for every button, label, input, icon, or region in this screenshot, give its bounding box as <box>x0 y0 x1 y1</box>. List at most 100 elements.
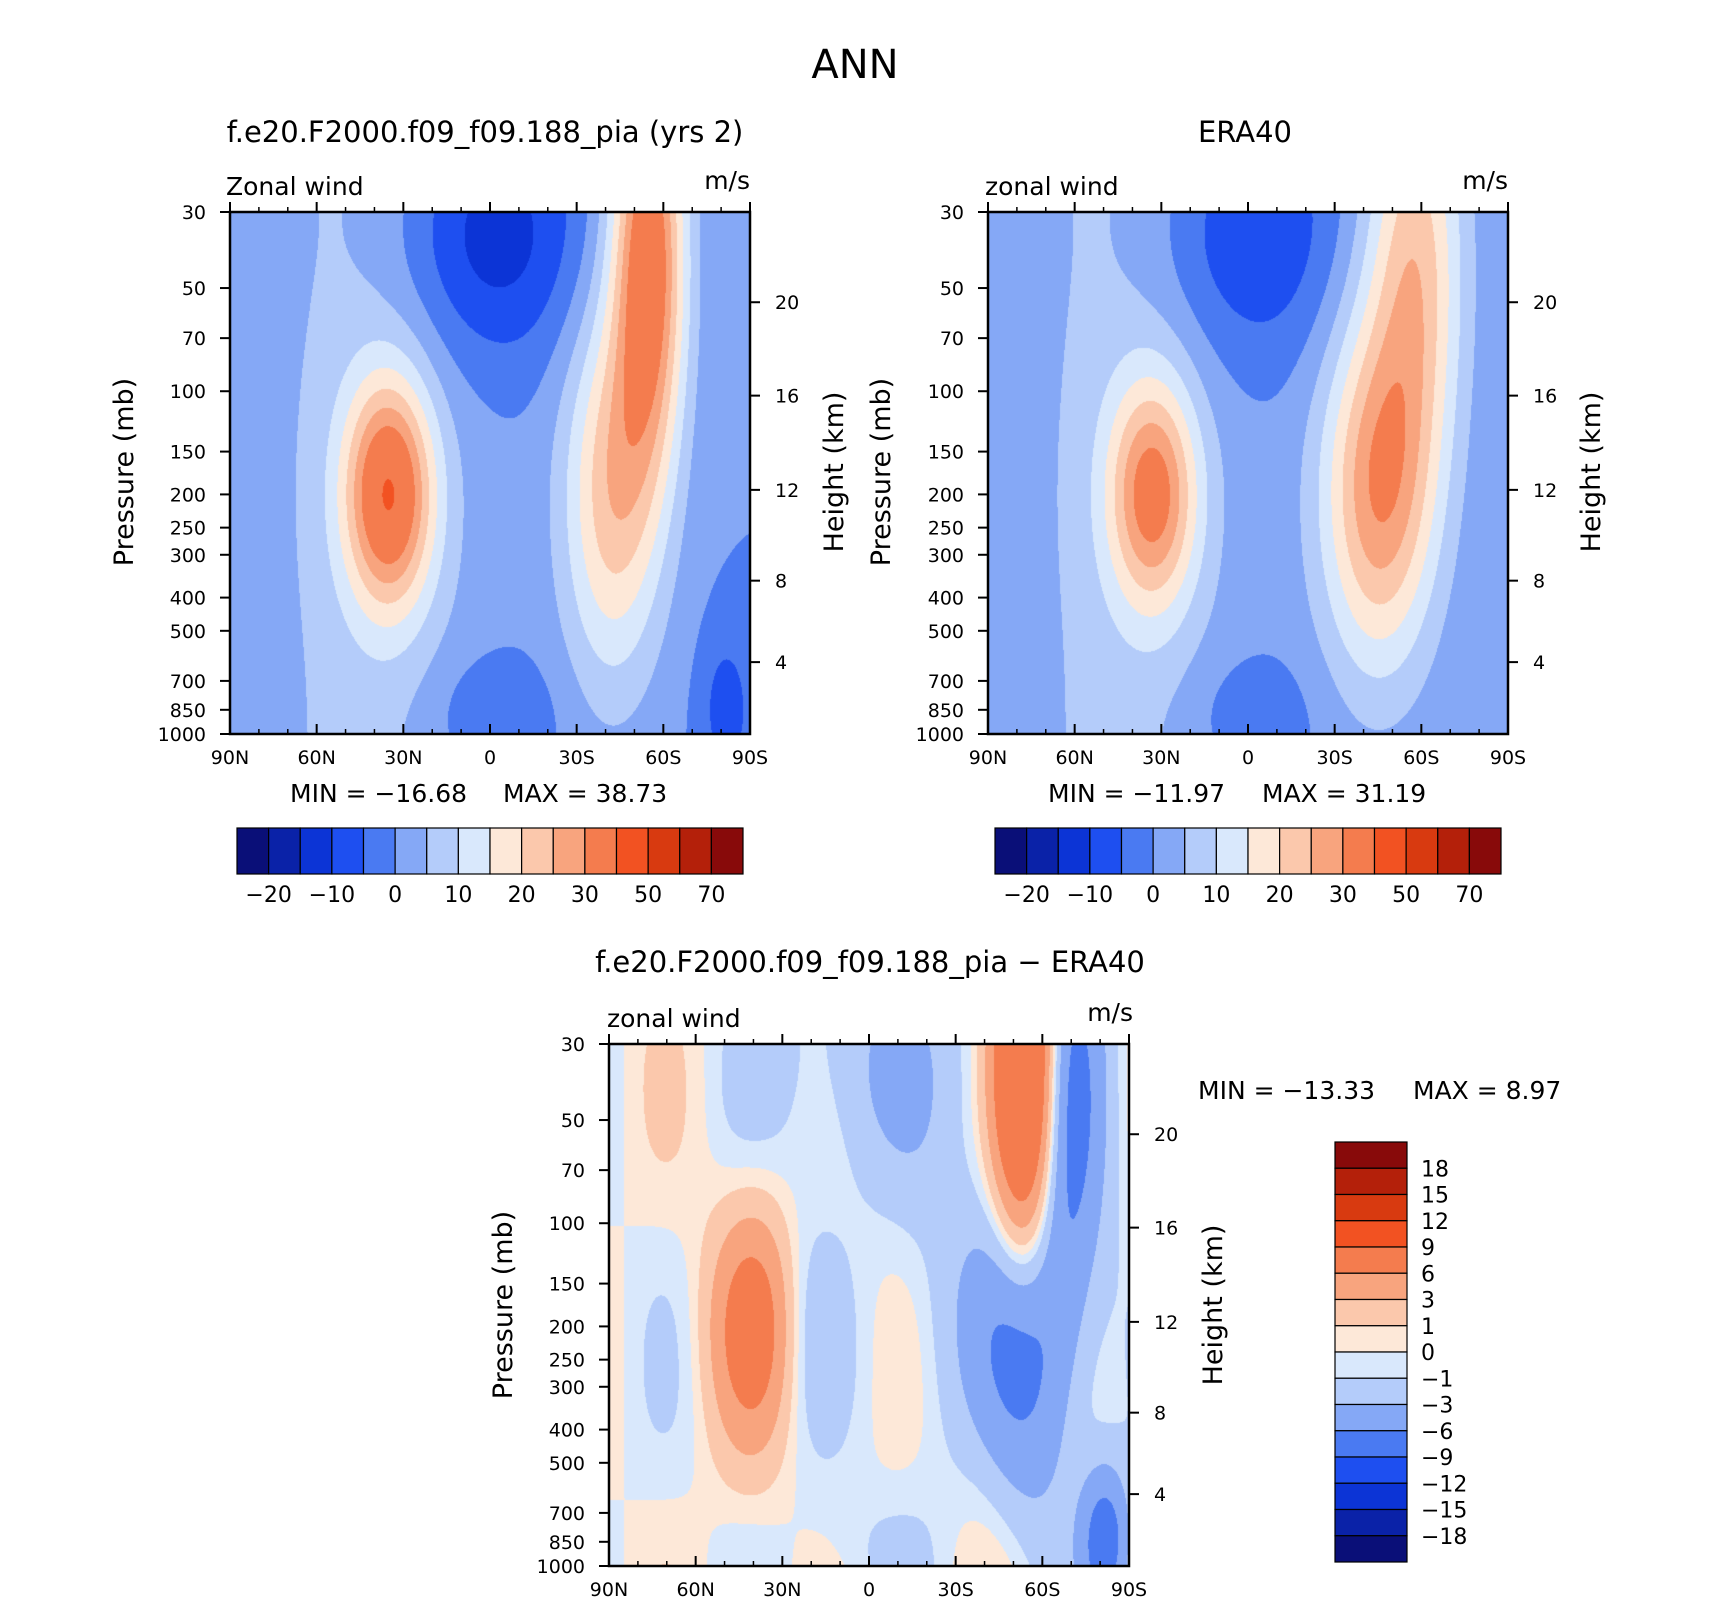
colorbar-label: 15 <box>1421 1184 1449 1209</box>
panel-diff-contour-field <box>609 1044 1129 1566</box>
panel-obs-ylabel-right: Height (km) <box>1576 392 1607 553</box>
colorbar-label: 30 <box>571 883 599 908</box>
x-tick-label: 60N <box>676 1579 714 1601</box>
colorbar-swatch <box>268 827 301 875</box>
contour-image <box>609 1044 1129 1566</box>
colorbar-swatch <box>1120 827 1154 875</box>
y-tick-label: 1000 <box>916 724 964 746</box>
y-tick-label: 50 <box>940 278 964 300</box>
colorbar-swatch <box>1057 827 1091 875</box>
colorbar-swatch <box>1215 827 1249 875</box>
height-tick-label: 4 <box>775 652 787 674</box>
colorbar-swatch <box>1334 1141 1408 1169</box>
panel-model: f.e20.F2000.f09_f09.188_pia (yrs 2) Zona… <box>109 115 850 908</box>
panel-model-ylabel: Pressure (mb) <box>109 378 140 566</box>
panel-model-ylabel-right: Height (km) <box>819 392 850 553</box>
x-tick-label: 60N <box>1055 747 1093 769</box>
y-tick-label: 850 <box>549 1532 585 1554</box>
x-tick-label: 0 <box>1242 747 1254 769</box>
height-tick-label: 20 <box>1533 292 1557 314</box>
y-tick-label: 500 <box>170 621 206 643</box>
panel-model-contour-field <box>230 212 750 734</box>
colorbar-swatch <box>1342 827 1376 875</box>
colorbar-label: 12 <box>1421 1210 1449 1235</box>
colorbar-swatch <box>1026 827 1059 875</box>
x-tick-label: 90N <box>590 1579 628 1601</box>
panel-model-min-label: MIN = −16.68 <box>290 779 467 808</box>
colorbar-swatch <box>299 827 333 875</box>
colorbar-swatch <box>1310 827 1344 875</box>
colorbar-swatch <box>1334 1508 1408 1537</box>
panel-obs: ERA40 zonal wind m/s Pressure (mb) Heigh… <box>866 115 1607 908</box>
colorbar-label: −6 <box>1421 1420 1453 1445</box>
colorbar-label: 20 <box>508 883 536 908</box>
colorbar-swatch <box>1334 1430 1408 1458</box>
colorbar-swatch <box>1334 1325 1408 1353</box>
panel-diff-axes: 90N 60N 30N 0 30S 60S 90S 30 50 70 100 150 200 250 300… <box>537 1034 1178 1601</box>
colorbar-swatch <box>1334 1272 1408 1301</box>
height-tick-label: 8 <box>1154 1403 1166 1425</box>
colorbar-label: 1 <box>1421 1315 1435 1340</box>
y-tick-label: 150 <box>170 442 206 464</box>
x-tick-label: 30S <box>1317 747 1353 769</box>
height-tick-label: 4 <box>1533 652 1545 674</box>
colorbar-label: −1 <box>1421 1367 1453 1392</box>
panel-model-title: f.e20.F2000.f09_f09.188_pia (yrs 2) <box>227 115 744 149</box>
y-tick-label: 300 <box>549 1377 585 1399</box>
y-tick-label: 400 <box>170 588 206 610</box>
y-tick-label: 200 <box>170 484 206 506</box>
colorbar-swatch <box>457 827 491 875</box>
colorbar-label: 10 <box>444 883 472 908</box>
colorbar-swatch <box>489 827 523 875</box>
panel-diff-max-label: MAX = 8.97 <box>1413 1076 1561 1105</box>
colorbar-label: 20 <box>1266 883 1294 908</box>
panel-obs-colorbar: −20 −10 0 10 20 30 50 70 <box>994 827 1502 908</box>
x-tick-label: 30N <box>384 747 422 769</box>
colorbar-label: 70 <box>1455 883 1483 908</box>
height-tick-label: 12 <box>775 480 799 502</box>
y-tick-label: 50 <box>561 1110 585 1132</box>
colorbar-swatch <box>647 827 681 875</box>
height-tick-label: 20 <box>775 292 799 314</box>
colorbar-swatch <box>1334 1403 1408 1432</box>
contour-image <box>988 212 1508 734</box>
colorbar-swatch <box>1334 1193 1408 1222</box>
y-tick-label: 70 <box>561 1160 585 1182</box>
colorbar-swatch <box>994 827 1028 875</box>
panel-obs-units-label: m/s <box>1462 166 1508 195</box>
colorbar-swatch <box>426 827 459 875</box>
height-tick-label: 16 <box>775 386 799 408</box>
colorbar-label: 10 <box>1202 883 1230 908</box>
panel-diff: f.e20.F2000.f09_f09.188_pia − ERA40 zona… <box>488 945 1561 1601</box>
colorbar-label: −12 <box>1421 1472 1467 1497</box>
panel-obs-min-label: MIN = −11.97 <box>1048 779 1225 808</box>
colorbar-swatch <box>1247 827 1281 875</box>
x-tick-label: 60S <box>1403 747 1439 769</box>
colorbar-swatch <box>1373 827 1407 875</box>
x-tick-label: 30S <box>938 1579 974 1601</box>
y-tick-label: 70 <box>940 328 964 350</box>
colorbar-label: 6 <box>1421 1262 1435 1287</box>
x-tick-label: 60N <box>297 747 335 769</box>
x-tick-label: 60S <box>1024 1579 1060 1601</box>
colorbar-label: 9 <box>1421 1236 1435 1261</box>
colorbar-swatch <box>1089 827 1123 875</box>
x-tick-label: 0 <box>863 1579 875 1601</box>
colorbar-swatch <box>1334 1246 1408 1274</box>
colorbar-label: 0 <box>388 883 402 908</box>
panel-obs-contour-field <box>988 212 1508 734</box>
height-tick-label: 12 <box>1154 1312 1178 1334</box>
colorbar-swatch <box>615 827 649 875</box>
colorbar-swatch <box>1334 1482 1408 1511</box>
colorbar-swatch <box>552 827 586 875</box>
colorbar-label: 18 <box>1421 1157 1449 1182</box>
y-tick-label: 850 <box>170 700 206 722</box>
y-tick-label: 30 <box>940 202 964 224</box>
height-tick-label: 16 <box>1154 1218 1178 1240</box>
colorbar-swatch <box>521 827 554 875</box>
x-tick-label: 90S <box>1111 1579 1147 1601</box>
colorbar-label: 0 <box>1146 883 1160 908</box>
colorbar-swatch <box>331 827 365 875</box>
colorbar-swatch <box>584 827 618 875</box>
colorbar-swatch <box>1334 1456 1408 1484</box>
